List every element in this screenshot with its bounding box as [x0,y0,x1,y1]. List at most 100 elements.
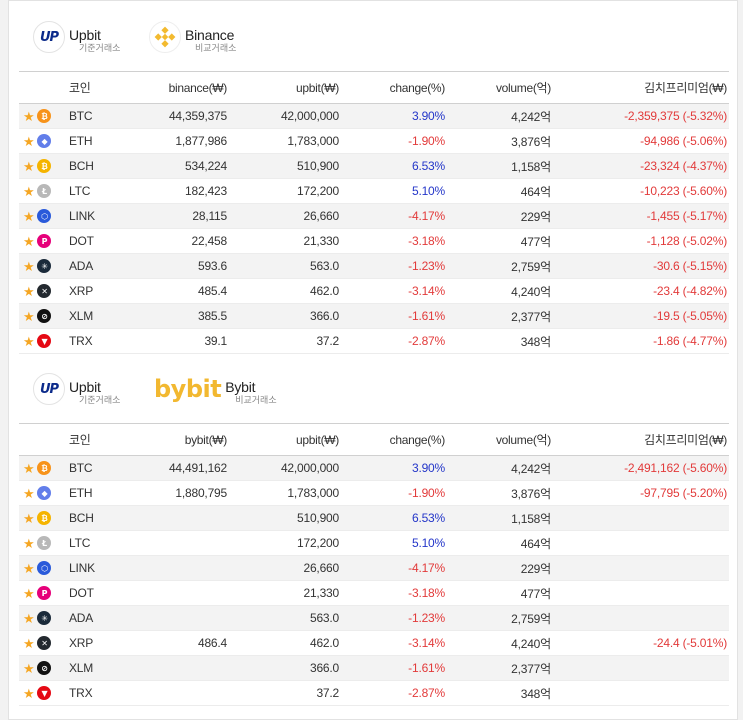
exchange-price: 534,224 [119,153,229,179]
change-header[interactable]: change(%) [341,71,447,104]
exchange-price: 1,880,795 [119,480,229,506]
table-row[interactable]: ★ ⊘ XLM 366.0 -1.61% 2,377억 [19,655,729,681]
compare-exchange[interactable]: Binance 비교거래소 [149,21,236,54]
exchange-price: 486.4 [119,630,229,656]
table-row[interactable]: ★ Ł LTC 182,423 172,200 5.10% 464억 -10,223 (-5.… [19,178,729,204]
table-row[interactable]: ★ ✳ ADA 563.0 -1.23% 2,759억 [19,605,729,631]
table-row[interactable]: ★ ◆ ETH 1,880,795 1,783,000 -1.90% 3,876억 -97,7… [19,480,729,506]
cardano-icon: ✳ [37,611,52,625]
volume-header[interactable]: volume(억) [447,423,553,456]
table-row[interactable]: ★ ▼ TRX 37.2 -2.87% 348억 [19,680,729,706]
kimchi-premium: -1,455 (-5.17%) [553,203,729,229]
favorite-star-icon[interactable]: ★ [23,208,35,224]
premium-header[interactable]: 김치프리미엄(₩) [553,71,729,104]
base-exchange[interactable]: UP Upbit 기준거래소 [33,21,120,54]
base-exchange-name: Upbit [69,27,101,43]
tron-icon: ▼ [37,334,52,348]
favorite-star-icon[interactable]: ★ [23,460,35,476]
favorite-star-icon[interactable]: ★ [23,308,35,324]
change-header[interactable]: change(%) [341,423,447,456]
table-row[interactable]: ★ ₿ BCH 510,900 6.53% 1,158억 [19,505,729,531]
volume-value: 477억 [447,228,553,254]
bybit-logo-icon: bybit [154,375,222,403]
favorite-star-icon[interactable]: ★ [23,535,35,551]
table-row[interactable]: ★ ₿ BCH 534,224 510,900 6.53% 1,158억 -23,324 (-… [19,153,729,179]
bitcoin-cash-icon: ₿ [37,159,52,173]
upbit-price: 510,900 [229,153,341,179]
favorite-star-icon[interactable]: ★ [23,158,35,174]
exchange-price-header[interactable]: bybit(₩) [119,423,229,456]
favorite-star-icon[interactable]: ★ [23,233,35,249]
favorite-star-icon[interactable]: ★ [23,485,35,501]
ripple-icon: ✕ [37,284,52,298]
favorite-star-icon[interactable]: ★ [23,610,35,626]
coin-symbol: TRX [69,680,119,706]
exchange-price: 22,458 [119,228,229,254]
change-percent: 6.53% [341,153,447,179]
upbit-price: 42,000,000 [229,455,341,481]
favorite-star-icon[interactable]: ★ [23,685,35,701]
coin-icons-cell: ★ ▼ [19,328,69,354]
coin-header[interactable]: 코인 [69,423,119,456]
coin-icons-cell: ★ ✳ [19,605,69,631]
favorite-star-icon[interactable]: ★ [23,133,35,149]
exchange-price-header[interactable]: binance(₩) [119,71,229,104]
favorite-star-icon[interactable]: ★ [23,510,35,526]
coin-icons-cell: ★ ₿ [19,103,69,129]
table-row[interactable]: ★ P DOT 22,458 21,330 -3.18% 477억 -1,128 (-5.02… [19,228,729,254]
bitcoin-cash-icon: ₿ [37,511,52,525]
table-row[interactable]: ★ Ł LTC 172,200 5.10% 464억 [19,530,729,556]
compare-exchange[interactable]: bybit Bybit 비교거래소 [154,373,277,406]
table-row[interactable]: ★ ₿ BTC 44,491,162 42,000,000 3.90% 4,242억 -2,4… [19,455,729,481]
upbit-price-header[interactable]: upbit(₩) [229,423,341,456]
table-row[interactable]: ★ ⬡ LINK 28,115 26,660 -4.17% 229억 -1,455 (-5.1… [19,203,729,229]
favorite-star-icon[interactable]: ★ [23,183,35,199]
favorite-star-icon[interactable]: ★ [23,333,35,349]
table-row[interactable]: ★ ✕ XRP 486.4 462.0 -3.14% 4,240억 -24.4 (-5.01%… [19,630,729,656]
volume-header[interactable]: volume(억) [447,71,553,104]
change-percent: -2.87% [341,328,447,354]
polkadot-icon: P [37,586,52,600]
favorite-star-icon[interactable]: ★ [23,660,35,676]
kimchi-premium: -1.86 (-4.77%) [553,328,729,354]
volume-value: 2,759억 [447,253,553,279]
coin-symbol: BTC [69,455,119,481]
favorite-star-icon[interactable]: ★ [23,635,35,651]
icon-header [19,71,69,104]
favorite-star-icon[interactable]: ★ [23,560,35,576]
upbit-price: 1,783,000 [229,128,341,154]
favorite-star-icon[interactable]: ★ [23,283,35,299]
table-row[interactable]: ★ ▼ TRX 39.1 37.2 -2.87% 348억 -1.86 (-4.77%) [19,328,729,354]
change-percent: -1.61% [341,655,447,681]
upbit-price: 1,783,000 [229,480,341,506]
table-row[interactable]: ★ ✕ XRP 485.4 462.0 -3.14% 4,240억 -23.4 (-4.82%… [19,278,729,304]
table-row[interactable]: ★ ✳ ADA 593.6 563.0 -1.23% 2,759억 -30.6 (-5.15%… [19,253,729,279]
table-row[interactable]: ★ ◆ ETH 1,877,986 1,783,000 -1.90% 3,876억 -94,9… [19,128,729,154]
kimchi-premium: -1,128 (-5.02%) [553,228,729,254]
exchange-price [119,555,229,581]
table-row[interactable]: ★ ⊘ XLM 385.5 366.0 -1.61% 2,377억 -19.5 (-5.05%… [19,303,729,329]
ethereum-icon: ◆ [37,486,52,500]
volume-value: 1,158억 [447,153,553,179]
coin-symbol: TRX [69,328,119,354]
litecoin-icon: Ł [37,536,52,550]
base-exchange[interactable]: UP Upbit 기준거래소 [33,373,120,406]
premium-header[interactable]: 김치프리미엄(₩) [553,423,729,456]
upbit-price-header[interactable]: upbit(₩) [229,71,341,104]
change-percent: -1.23% [341,605,447,631]
table-row[interactable]: ★ ₿ BTC 44,359,375 42,000,000 3.90% 4,242억 -2,3… [19,103,729,129]
change-percent: 3.90% [341,103,447,129]
table-row[interactable]: ★ ⬡ LINK 26,660 -4.17% 229억 [19,555,729,581]
kimchi-premium: -23.4 (-4.82%) [553,278,729,304]
volume-value: 4,240억 [447,630,553,656]
favorite-star-icon[interactable]: ★ [23,258,35,274]
table-row[interactable]: ★ P DOT 21,330 -3.18% 477억 [19,580,729,606]
volume-value: 1,158억 [447,505,553,531]
table-header-row: 코인 binance(₩) upbit(₩) change(%) volume(억) 김치… [19,71,729,104]
favorite-star-icon[interactable]: ★ [23,108,35,124]
favorite-star-icon[interactable]: ★ [23,585,35,601]
upbit-price: 26,660 [229,203,341,229]
exchange-header-bybit: UP Upbit 기준거래소 bybit Bybit 비교거래소 [19,373,729,423]
coin-header[interactable]: 코인 [69,71,119,104]
change-percent: 3.90% [341,455,447,481]
